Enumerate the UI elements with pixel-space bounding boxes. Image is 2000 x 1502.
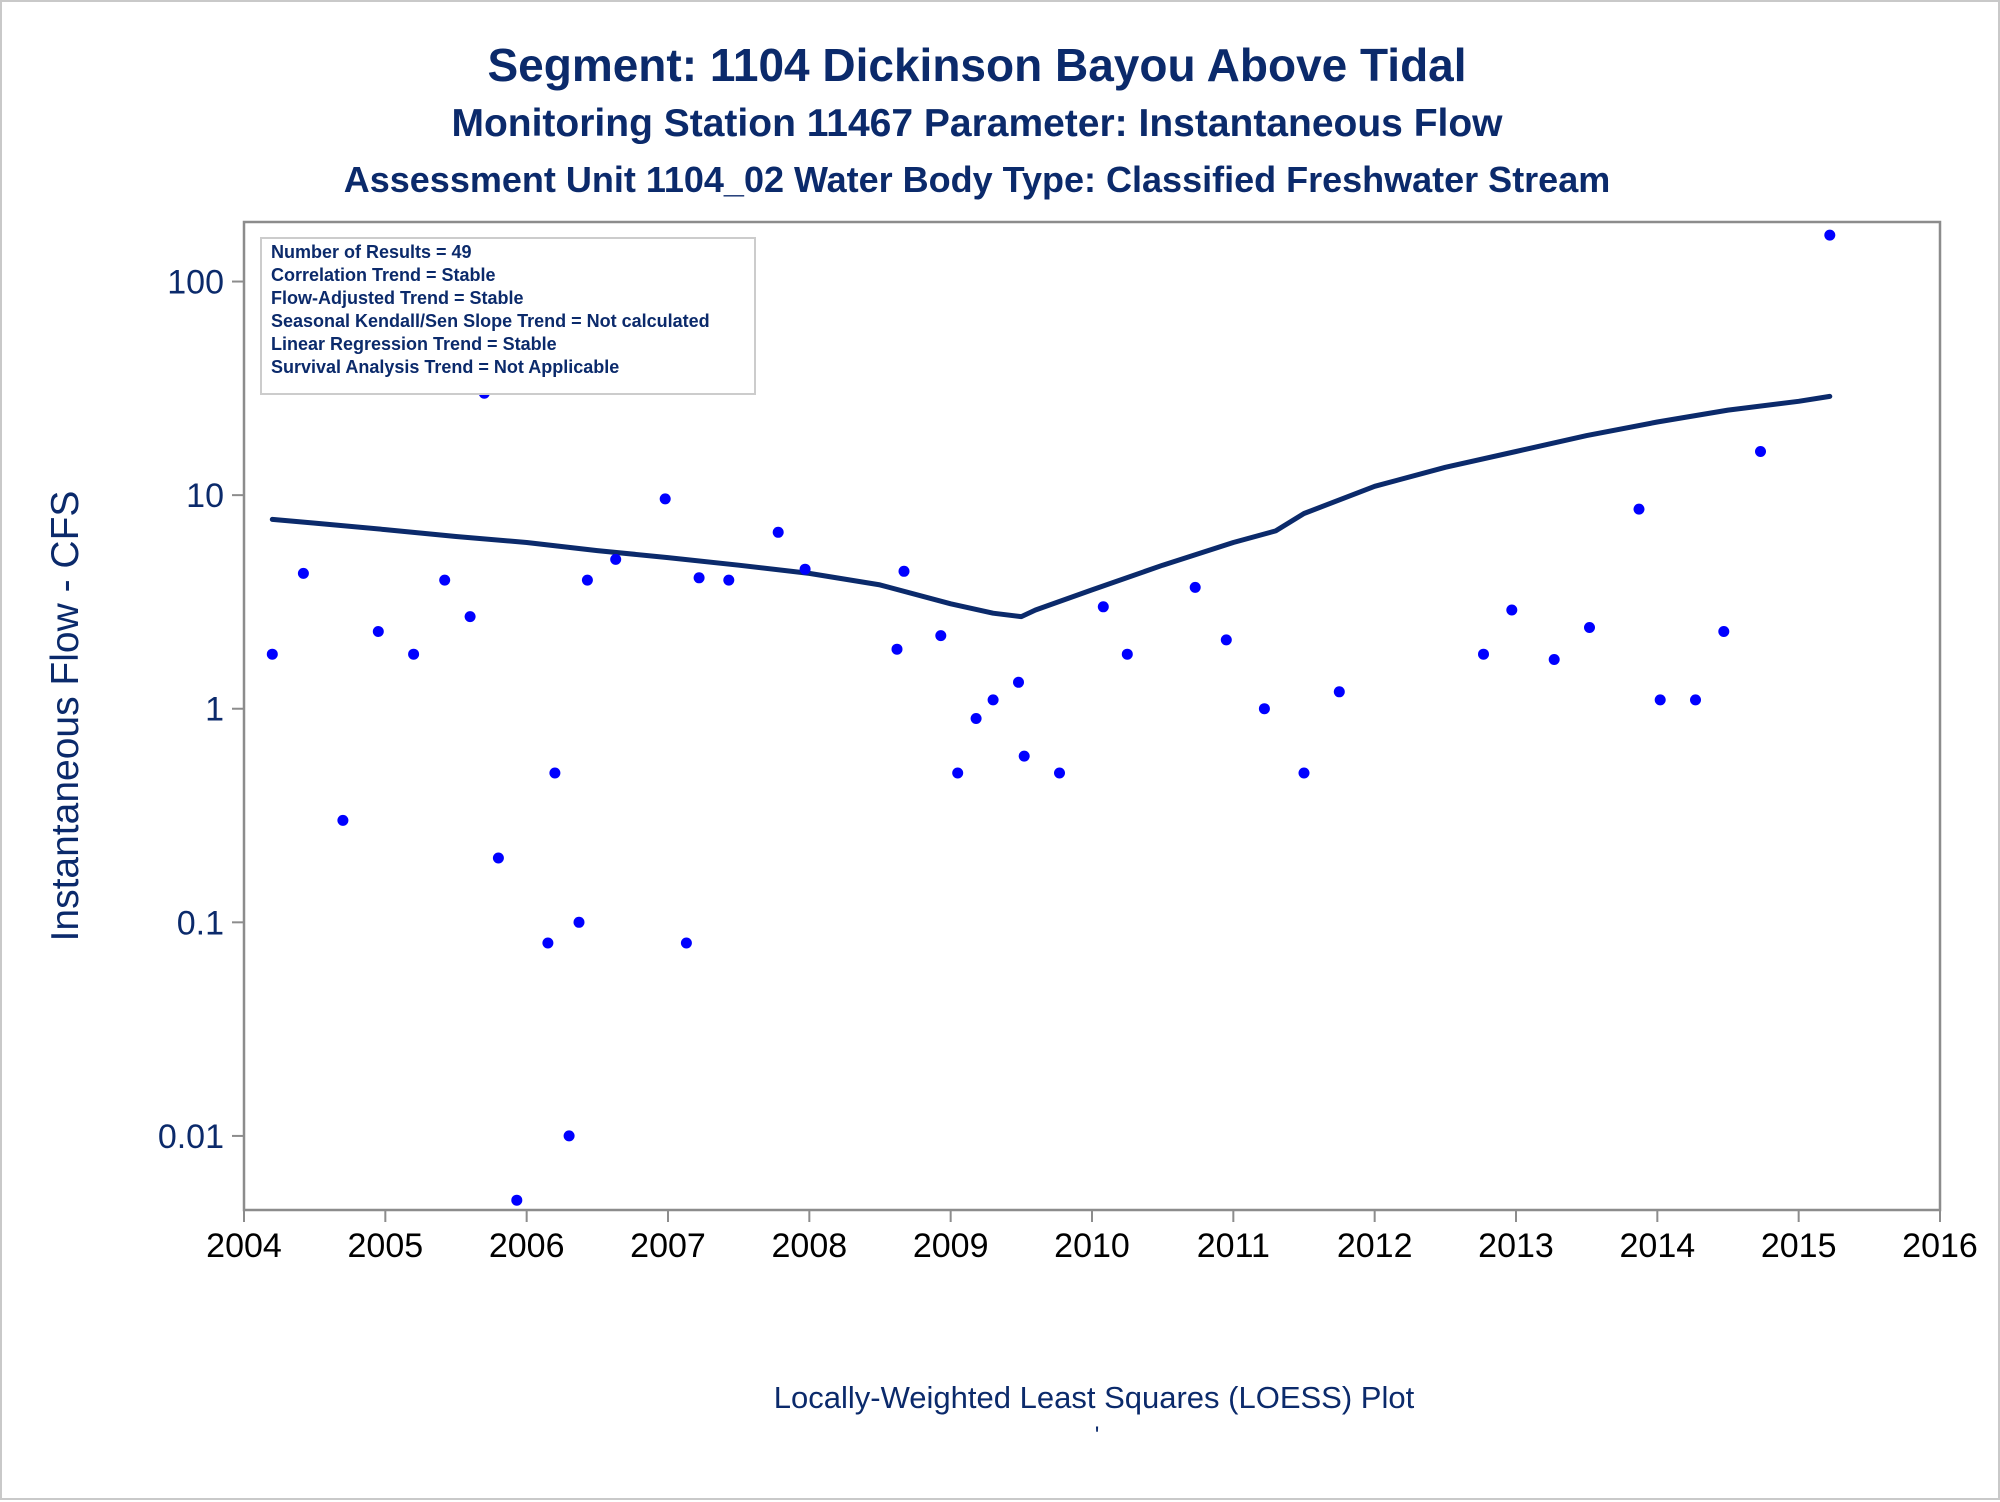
data-point	[659, 493, 671, 505]
loess-line-layer	[269, 393, 1833, 620]
y-tick-label: 0.1	[177, 904, 224, 942]
data-point	[1018, 750, 1030, 762]
data-point	[549, 767, 561, 779]
data-point	[1097, 601, 1109, 613]
data-point	[680, 937, 692, 949]
data-point	[542, 937, 554, 949]
data-point	[1258, 703, 1270, 715]
x-tick-label: 2004	[206, 1227, 282, 1265]
data-point	[1220, 634, 1232, 646]
stats-line: Flow-Adjusted Trend = Stable	[271, 288, 524, 308]
x-tick-label: 2009	[913, 1227, 989, 1265]
data-point	[1548, 654, 1560, 665]
data-point	[439, 574, 451, 586]
data-point	[1189, 581, 1201, 593]
x-tick-label: 2011	[1197, 1227, 1270, 1265]
data-point	[799, 563, 811, 575]
x-tick-label: 2012	[1337, 1227, 1413, 1265]
data-point	[408, 648, 420, 660]
x-tick-label: 2006	[489, 1227, 565, 1265]
loess-line	[269, 393, 1833, 620]
x-tick-label: 2008	[772, 1227, 848, 1265]
footnote: Locally-Weighted Least Squares (LOESS) P…	[773, 1380, 1415, 1415]
data-point	[1333, 686, 1345, 698]
data-point	[1478, 648, 1489, 660]
data-point	[1654, 694, 1666, 706]
data-point	[772, 526, 784, 538]
data-point	[1633, 503, 1645, 515]
footnote-mark: '	[1094, 1422, 1100, 1449]
stats-line: Survival Analysis Trend = Not Applicable	[271, 357, 619, 377]
y-tick-label: 10	[186, 477, 224, 515]
data-point	[492, 852, 504, 864]
x-tick-label: 2015	[1761, 1227, 1837, 1265]
data-point	[337, 814, 349, 826]
data-point	[1013, 676, 1024, 688]
y-tick-label: 100	[167, 264, 224, 302]
y-tick-label: 0.01	[158, 1118, 224, 1156]
data-point	[372, 626, 384, 637]
x-tick-label: 2005	[348, 1227, 424, 1265]
stats-line: Linear Regression Trend = Stable	[271, 334, 557, 354]
y-tick-label: 1	[205, 691, 224, 729]
data-point	[1755, 446, 1766, 457]
data-point	[464, 611, 476, 623]
data-point	[1506, 604, 1518, 616]
chart-subtitle-station: Monitoring Station 11467 Parameter: Inst…	[451, 102, 1503, 145]
data-point	[970, 713, 982, 724]
data-point	[1121, 648, 1133, 660]
stats-box-border	[260, 237, 756, 395]
stats-line: Correlation Trend = Stable	[271, 265, 496, 285]
points-layer	[266, 229, 1836, 1206]
data-point	[952, 767, 964, 779]
data-point	[693, 572, 705, 584]
data-point	[723, 574, 735, 586]
data-point	[1690, 694, 1701, 706]
data-point	[891, 643, 903, 655]
chart-subtitle-assessment: Assessment Unit 1104_02 Water Body Type:…	[343, 159, 1611, 200]
x-tick-label: 2014	[1620, 1227, 1696, 1265]
x-tick-label: 2010	[1054, 1227, 1130, 1265]
data-point	[987, 694, 999, 706]
data-point	[898, 565, 910, 577]
data-point	[266, 648, 278, 660]
stats-box: Number of Results = 49 Correlation Trend …	[260, 237, 756, 395]
data-point	[297, 567, 309, 579]
data-point	[1718, 626, 1730, 637]
data-point	[1054, 767, 1065, 779]
axes-layer: 2004 2005 2006 2007 2008 2009 2010 2011 2012 2013…	[44, 220, 1978, 1265]
data-point	[563, 1130, 575, 1142]
data-point	[573, 916, 585, 928]
data-point	[1584, 622, 1595, 633]
y-axis-label: Instantaneous Flow - CFS	[44, 491, 87, 942]
data-point	[511, 1194, 523, 1206]
data-point	[1824, 229, 1836, 241]
stats-line: Seasonal Kendall/Sen Slope Trend = Not c…	[271, 311, 710, 331]
x-tick-label: 2013	[1478, 1227, 1554, 1265]
data-point	[1298, 767, 1310, 779]
data-point	[610, 553, 622, 565]
chart-title: Segment: 1104 Dickinson Bayou Above Tida…	[487, 39, 1467, 91]
x-tick-label: 2016	[1902, 1227, 1978, 1265]
stats-line: Number of Results = 49	[271, 242, 472, 262]
x-tick-label: 2007	[630, 1227, 706, 1265]
data-point	[581, 574, 593, 586]
data-point	[935, 630, 947, 642]
